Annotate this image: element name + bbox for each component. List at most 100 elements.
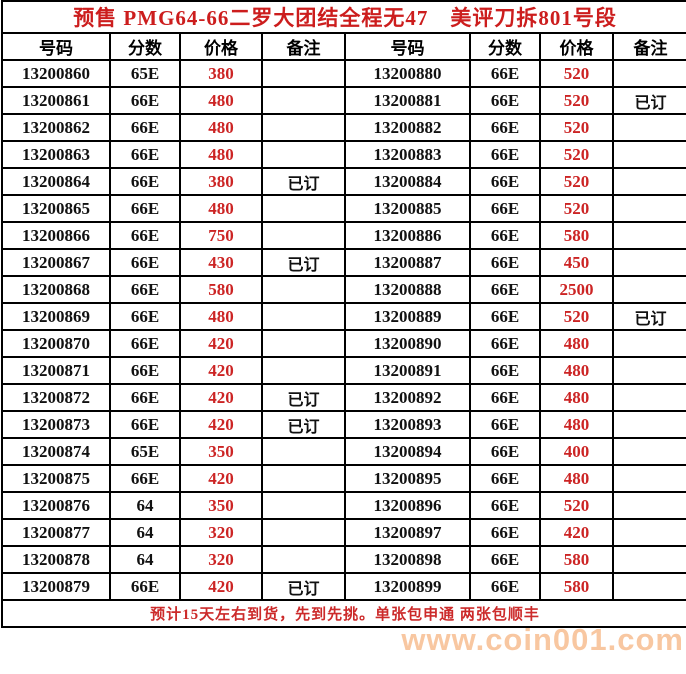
serial-cell: 13200893 [344, 410, 471, 439]
grade-cell: 66E [469, 545, 541, 574]
serial-cell: 13200872 [1, 383, 111, 412]
serial-cell: 13200874 [1, 437, 111, 466]
grade-cell: 66E [469, 248, 541, 277]
grade-cell: 66E [109, 383, 181, 412]
note-cell [261, 329, 346, 358]
grade-cell: 66E [469, 410, 541, 439]
note-cell [261, 59, 346, 88]
price-cell: 480 [179, 113, 263, 142]
price-cell: 580 [539, 545, 614, 574]
grade-cell: 66E [469, 140, 541, 169]
note-cell [611, 221, 686, 250]
grade-cell: 66E [109, 356, 181, 385]
grade-cell: 66E [469, 113, 541, 142]
serial-cell: 13200877 [1, 518, 111, 547]
note-cell [261, 140, 346, 169]
grade-cell: 66E [109, 248, 181, 277]
serial-cell: 13200871 [1, 356, 111, 385]
note-cell: 已订 [261, 383, 346, 412]
grade-cell: 66E [109, 572, 181, 601]
column-header-serial: 号码 [1, 32, 111, 61]
grade-cell: 66E [109, 221, 181, 250]
serial-cell: 13200886 [344, 221, 471, 250]
table-row: 13200860 65E 380 13200880 66E 520 [1, 59, 686, 88]
grade-cell: 66E [469, 572, 541, 601]
note-cell [611, 572, 686, 601]
serial-cell: 13200865 [1, 194, 111, 223]
column-header-note: 备注 [611, 32, 686, 61]
price-cell: 2500 [539, 275, 614, 304]
note-cell [611, 167, 686, 196]
table-body: 预售 PMG64-66二罗大团结全程无47 美评刀拆801号段 号码 分数 价格… [0, 0, 686, 628]
table-row: 13200877 64 320 13200897 66E 420 [1, 518, 686, 547]
table-row: 13200866 66E 750 13200886 66E 580 [1, 221, 686, 250]
serial-cell: 13200860 [1, 59, 111, 88]
note-cell [261, 194, 346, 223]
serial-cell: 13200898 [344, 545, 471, 574]
serial-cell: 13200881 [344, 86, 471, 115]
grade-cell: 64 [109, 545, 181, 574]
price-cell: 520 [539, 140, 614, 169]
column-header-price: 价格 [179, 32, 263, 61]
note-cell [261, 86, 346, 115]
grade-cell: 66E [469, 167, 541, 196]
price-cell: 400 [539, 437, 614, 466]
price-cell: 480 [179, 140, 263, 169]
price-cell: 320 [179, 545, 263, 574]
note-cell: 已订 [261, 572, 346, 601]
price-cell: 420 [179, 464, 263, 493]
price-cell: 480 [539, 410, 614, 439]
title-row: 预售 PMG64-66二罗大团结全程无47 美评刀拆801号段 [0, 0, 686, 34]
grade-cell: 66E [469, 221, 541, 250]
price-cell: 350 [179, 491, 263, 520]
serial-cell: 13200887 [344, 248, 471, 277]
price-cell: 520 [539, 302, 614, 331]
note-cell [611, 464, 686, 493]
serial-cell: 13200876 [1, 491, 111, 520]
note-cell [611, 383, 686, 412]
note-cell [611, 410, 686, 439]
serial-cell: 13200897 [344, 518, 471, 547]
grade-cell: 66E [109, 464, 181, 493]
serial-cell: 13200891 [344, 356, 471, 385]
price-cell: 750 [179, 221, 263, 250]
price-cell: 480 [539, 464, 614, 493]
grade-cell: 66E [469, 59, 541, 88]
grade-cell: 66E [469, 491, 541, 520]
note-cell [611, 329, 686, 358]
note-cell [261, 437, 346, 466]
column-header-serial: 号码 [344, 32, 471, 61]
price-cell: 350 [179, 437, 263, 466]
column-header-note: 备注 [261, 32, 346, 61]
table-row: 13200864 66E 380 已订 13200884 66E 520 [1, 167, 686, 196]
grade-cell: 66E [469, 86, 541, 115]
table-row: 13200861 66E 480 13200881 66E 520 已订 [1, 86, 686, 115]
table-row: 13200872 66E 420 已订 13200892 66E 480 [1, 383, 686, 412]
serial-cell: 13200896 [344, 491, 471, 520]
serial-cell: 13200870 [1, 329, 111, 358]
serial-cell: 13200873 [1, 410, 111, 439]
grade-cell: 66E [109, 302, 181, 331]
price-cell: 380 [179, 167, 263, 196]
table-row: 13200875 66E 420 13200895 66E 480 [1, 464, 686, 493]
note-cell [611, 113, 686, 142]
serial-cell: 13200864 [1, 167, 111, 196]
serial-cell: 13200885 [344, 194, 471, 223]
note-cell [611, 248, 686, 277]
column-header-grade: 分数 [469, 32, 541, 61]
serial-cell: 13200888 [344, 275, 471, 304]
price-cell: 420 [179, 383, 263, 412]
price-cell: 420 [179, 410, 263, 439]
grade-cell: 66E [469, 329, 541, 358]
grade-cell: 66E [469, 194, 541, 223]
note-cell [261, 275, 346, 304]
serial-cell: 13200880 [344, 59, 471, 88]
grade-cell: 65E [109, 59, 181, 88]
note-cell [611, 518, 686, 547]
note-cell [261, 302, 346, 331]
table-row: 13200868 66E 580 13200888 66E 2500 [1, 275, 686, 304]
serial-cell: 13200890 [344, 329, 471, 358]
table-row: 13200871 66E 420 13200891 66E 480 [1, 356, 686, 385]
price-cell: 380 [179, 59, 263, 88]
